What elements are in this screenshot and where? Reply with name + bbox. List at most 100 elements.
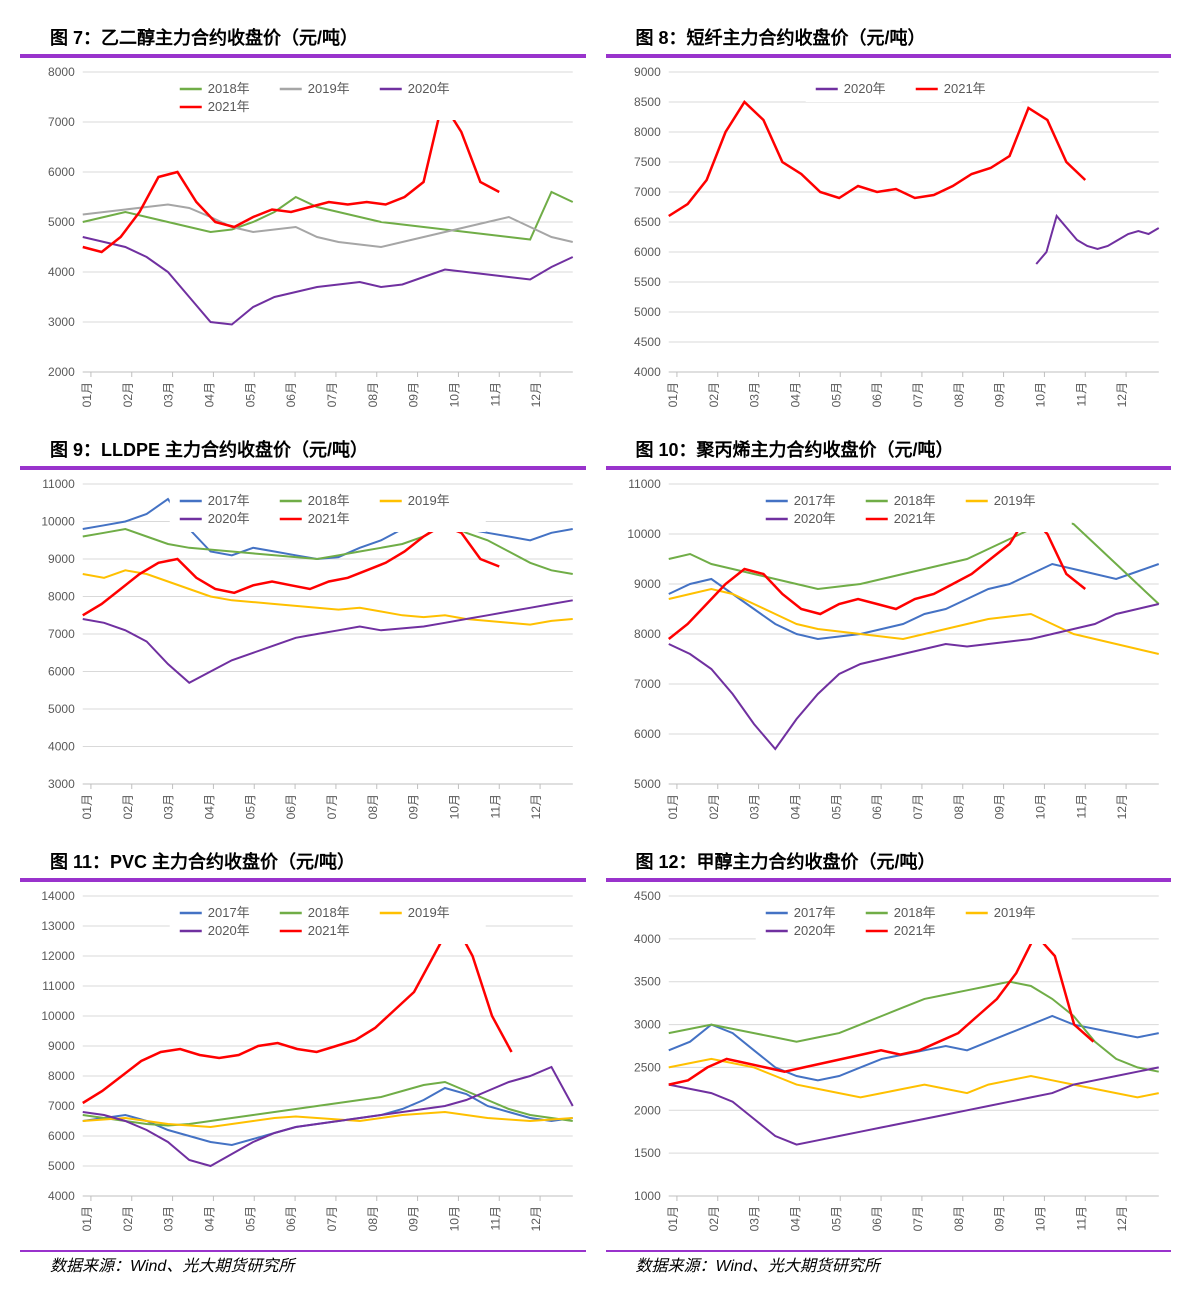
svg-text:09月: 09月 bbox=[992, 382, 1006, 407]
svg-text:8000: 8000 bbox=[634, 627, 661, 641]
svg-text:11000: 11000 bbox=[42, 979, 75, 993]
svg-text:07月: 07月 bbox=[325, 382, 339, 407]
svg-text:4000: 4000 bbox=[634, 932, 661, 946]
svg-text:5000: 5000 bbox=[48, 215, 75, 229]
svg-text:2021年: 2021年 bbox=[308, 511, 350, 526]
legend: 2017年2018年2019年2020年2021年 bbox=[170, 900, 486, 944]
svg-text:09月: 09月 bbox=[992, 1206, 1006, 1231]
svg-text:02月: 02月 bbox=[121, 1206, 135, 1231]
chart-title: 图 9：LLDPE 主力合约收盘价（元/吨） bbox=[20, 432, 586, 466]
svg-text:06月: 06月 bbox=[284, 382, 298, 407]
svg-text:08月: 08月 bbox=[951, 382, 965, 407]
svg-text:2019年: 2019年 bbox=[993, 493, 1035, 508]
svg-text:13000: 13000 bbox=[41, 919, 75, 933]
svg-text:03月: 03月 bbox=[162, 382, 176, 407]
svg-text:03月: 03月 bbox=[162, 794, 176, 819]
svg-text:5000: 5000 bbox=[634, 305, 661, 319]
legend: 2017年2018年2019年2020年2021年 bbox=[170, 488, 486, 532]
svg-text:9000: 9000 bbox=[634, 577, 661, 591]
chart-c10: 图 10：聚丙烯主力合约收盘价（元/吨）50006000700080009000… bbox=[606, 432, 1172, 834]
chart-c7: 图 7：乙二醇主力合约收盘价（元/吨）200030004000500060007… bbox=[20, 20, 586, 422]
svg-text:02月: 02月 bbox=[706, 382, 720, 407]
svg-text:03月: 03月 bbox=[747, 382, 761, 407]
svg-text:10月: 10月 bbox=[447, 794, 461, 819]
chart-title: 图 8：短纤主力合约收盘价（元/吨） bbox=[606, 20, 1172, 54]
svg-text:06月: 06月 bbox=[284, 1206, 298, 1231]
svg-text:3500: 3500 bbox=[634, 975, 661, 989]
svg-text:05月: 05月 bbox=[829, 1206, 843, 1231]
svg-text:04月: 04月 bbox=[788, 794, 802, 819]
svg-text:2017年: 2017年 bbox=[793, 905, 835, 920]
svg-text:09月: 09月 bbox=[407, 794, 421, 819]
svg-text:06月: 06月 bbox=[870, 1206, 884, 1231]
chart-svg: 200030004000500060007000800001月02月03月04月… bbox=[20, 62, 586, 422]
svg-text:01月: 01月 bbox=[665, 1206, 679, 1231]
svg-text:8000: 8000 bbox=[48, 1069, 75, 1083]
svg-text:05月: 05月 bbox=[243, 382, 257, 407]
chart-svg: 50006000700080009000100001100001月02月03月0… bbox=[606, 474, 1172, 834]
svg-text:2021年: 2021年 bbox=[308, 923, 350, 938]
legend: 2018年2019年2020年2021年 bbox=[170, 76, 486, 120]
legend: 2020年 2021年 bbox=[805, 76, 1021, 102]
svg-text:2021年: 2021年 bbox=[893, 511, 935, 526]
svg-text:4500: 4500 bbox=[634, 889, 661, 903]
svg-text:12月: 12月 bbox=[1115, 382, 1129, 407]
svg-text:12月: 12月 bbox=[1115, 794, 1129, 819]
svg-text:7000: 7000 bbox=[48, 627, 75, 641]
svg-text:05月: 05月 bbox=[243, 794, 257, 819]
svg-text:11000: 11000 bbox=[628, 477, 661, 491]
chart-svg: 4000450050005500600065007000750080008500… bbox=[606, 62, 1172, 422]
svg-text:7500: 7500 bbox=[634, 155, 661, 169]
svg-text:2021年: 2021年 bbox=[893, 923, 935, 938]
svg-text:7000: 7000 bbox=[48, 1099, 75, 1113]
svg-text:6000: 6000 bbox=[48, 1129, 75, 1143]
svg-text:5000: 5000 bbox=[634, 777, 661, 791]
svg-text:2018年: 2018年 bbox=[308, 905, 350, 920]
svg-text:07月: 07月 bbox=[325, 794, 339, 819]
svg-text:2017年: 2017年 bbox=[793, 493, 835, 508]
svg-text:2019年: 2019年 bbox=[993, 905, 1035, 920]
svg-text:10月: 10月 bbox=[447, 1206, 461, 1231]
svg-text:8500: 8500 bbox=[634, 95, 661, 109]
svg-text:10月: 10月 bbox=[1033, 1206, 1047, 1231]
svg-text:09月: 09月 bbox=[992, 794, 1006, 819]
svg-text:04月: 04月 bbox=[202, 1206, 216, 1231]
svg-text:02月: 02月 bbox=[706, 794, 720, 819]
svg-text:2500: 2500 bbox=[634, 1060, 661, 1074]
source-row: 数据来源：Wind、光大期货研究所 数据来源：Wind、光大期货研究所 bbox=[20, 1250, 1171, 1276]
svg-text:12000: 12000 bbox=[41, 949, 75, 963]
svg-text:06月: 06月 bbox=[284, 794, 298, 819]
svg-text:04月: 04月 bbox=[788, 382, 802, 407]
svg-text:11月: 11月 bbox=[1074, 382, 1088, 406]
svg-text:8000: 8000 bbox=[48, 590, 75, 604]
svg-text:2019年: 2019年 bbox=[308, 81, 350, 96]
svg-text:10月: 10月 bbox=[447, 382, 461, 407]
svg-text:9000: 9000 bbox=[634, 65, 661, 79]
svg-text:8000: 8000 bbox=[48, 65, 75, 79]
svg-text:2020年: 2020年 bbox=[843, 81, 885, 96]
svg-text:02月: 02月 bbox=[121, 382, 135, 407]
svg-text:5000: 5000 bbox=[48, 702, 75, 716]
svg-text:7000: 7000 bbox=[634, 185, 661, 199]
svg-text:2018年: 2018年 bbox=[308, 493, 350, 508]
svg-text:08月: 08月 bbox=[951, 1206, 965, 1231]
svg-text:10000: 10000 bbox=[41, 1009, 75, 1023]
svg-text:10000: 10000 bbox=[627, 527, 661, 541]
chart-c9: 图 9：LLDPE 主力合约收盘价（元/吨）300040005000600070… bbox=[20, 432, 586, 834]
source-left: 数据来源：Wind、光大期货研究所 bbox=[20, 1250, 586, 1276]
svg-text:1000: 1000 bbox=[634, 1189, 661, 1203]
svg-text:12月: 12月 bbox=[529, 1206, 543, 1231]
legend: 2017年2018年2019年2020年2021年 bbox=[755, 900, 1071, 944]
svg-text:07月: 07月 bbox=[910, 794, 924, 819]
svg-text:2020年: 2020年 bbox=[408, 81, 450, 96]
svg-text:09月: 09月 bbox=[407, 1206, 421, 1231]
svg-text:08月: 08月 bbox=[951, 794, 965, 819]
chart-svg: 1000150020002500300035004000450001月02月03… bbox=[606, 886, 1172, 1246]
svg-text:2020年: 2020年 bbox=[793, 923, 835, 938]
svg-text:2018年: 2018年 bbox=[893, 493, 935, 508]
svg-text:2021年: 2021年 bbox=[943, 81, 985, 96]
chart-svg: 3000400050006000700080009000100001100001… bbox=[20, 474, 586, 834]
svg-text:2021年: 2021年 bbox=[208, 99, 250, 114]
svg-text:03月: 03月 bbox=[747, 1206, 761, 1231]
svg-text:01月: 01月 bbox=[80, 794, 94, 819]
